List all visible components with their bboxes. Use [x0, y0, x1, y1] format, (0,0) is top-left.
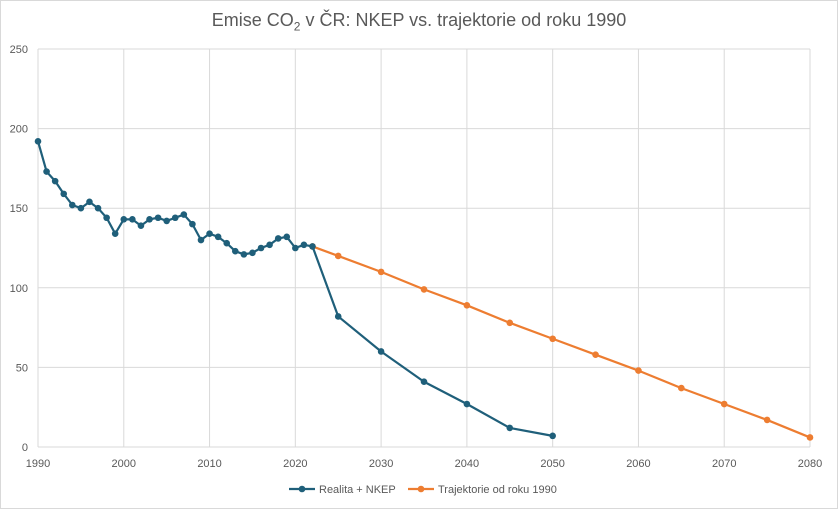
data-point [334, 313, 342, 320]
data-point [69, 201, 76, 209]
chart-title: Emise CO2 v ČR: NKEP vs. trajektorie od … [211, 10, 627, 34]
data-point [189, 220, 196, 228]
y-tick-label: 150 [10, 203, 28, 215]
data-point [43, 168, 50, 175]
data-point [94, 204, 102, 212]
x-tick-label: 2040 [455, 458, 479, 470]
data-point [720, 400, 728, 408]
data-point [549, 335, 556, 343]
data-point [420, 378, 428, 386]
data-point [240, 251, 248, 258]
data-point [120, 216, 128, 223]
data-point [283, 233, 291, 241]
data-point [180, 211, 188, 218]
data-point [171, 214, 179, 222]
data-point [763, 416, 771, 424]
data-point [103, 214, 110, 222]
x-tick-label: 2020 [283, 458, 307, 470]
data-point [549, 432, 556, 440]
data-point [506, 319, 514, 327]
x-tick-label: 2050 [540, 458, 564, 470]
data-point [223, 239, 231, 247]
data-point [206, 230, 213, 237]
data-point [137, 222, 145, 230]
data-point [163, 217, 170, 225]
data-point [86, 198, 93, 206]
x-tick-label: 2060 [626, 458, 650, 470]
y-tick-label: 0 [22, 442, 28, 454]
series-line-1 [312, 245, 811, 439]
data-point [51, 177, 59, 185]
data-point [463, 400, 471, 408]
data-point [309, 243, 316, 250]
data-point [197, 236, 205, 244]
data-point [506, 424, 514, 432]
data-point [377, 348, 385, 355]
data-point [420, 286, 428, 293]
legend-label-0: Realita + NKEP [319, 484, 396, 496]
data-point [274, 235, 282, 242]
data-point [678, 384, 685, 392]
legend-marker-0 [298, 485, 306, 493]
data-point [334, 252, 342, 260]
x-tick-label: 2000 [112, 458, 136, 470]
data-point [266, 241, 273, 249]
data-point [129, 216, 136, 223]
x-tick-label: 2080 [798, 458, 822, 470]
data-point [292, 244, 299, 252]
data-point [77, 204, 85, 212]
data-point [111, 230, 119, 237]
y-tick-label: 200 [10, 124, 28, 136]
data-point [249, 249, 256, 257]
legend-marker-1 [417, 485, 425, 493]
y-tick-label: 250 [10, 44, 28, 56]
data-point [377, 268, 385, 276]
data-point [257, 244, 265, 252]
data-point [300, 241, 308, 249]
data-point [154, 214, 162, 222]
data-point [592, 351, 599, 358]
data-point [231, 247, 239, 255]
data-point [635, 367, 642, 374]
data-point [146, 216, 153, 223]
y-tick-label: 100 [10, 283, 28, 295]
data-point [806, 434, 814, 441]
x-tick-label: 2070 [712, 458, 736, 470]
y-tick-label: 50 [16, 362, 28, 374]
x-tick-label: 1990 [26, 458, 50, 470]
data-point [34, 138, 42, 145]
legend-label-1: Trajektorie od roku 1990 [438, 484, 557, 496]
data-point [60, 190, 68, 198]
x-tick-label: 2030 [369, 458, 393, 470]
data-point [214, 233, 222, 241]
x-tick-label: 2010 [197, 458, 221, 470]
data-point [463, 302, 471, 309]
